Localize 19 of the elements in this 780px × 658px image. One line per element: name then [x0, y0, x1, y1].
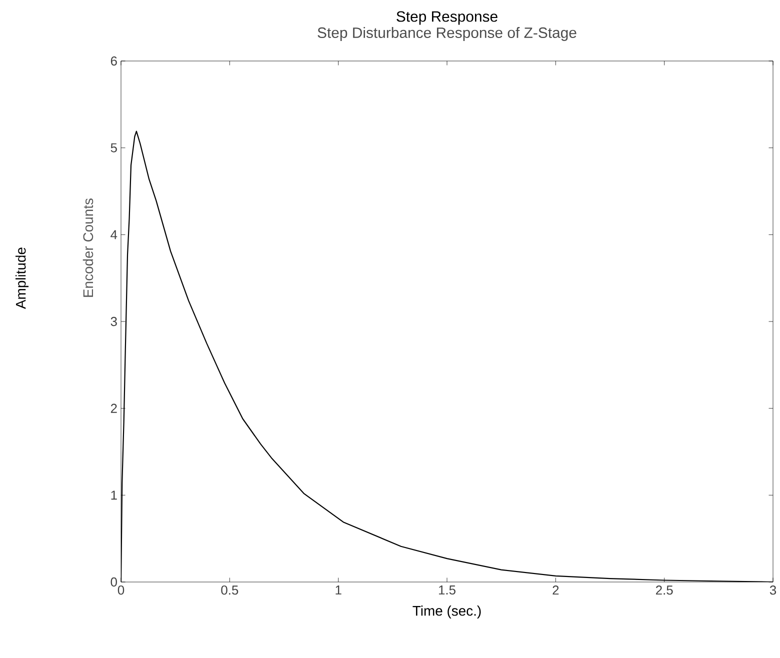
- x-axis-title: Time (sec.): [412, 606, 481, 619]
- y-axis-title: Encoder Counts: [82, 198, 94, 297]
- x-tick-label: 0: [118, 586, 124, 595]
- x-tick-label: 1: [336, 586, 342, 594]
- x-tick-label: 1.5: [438, 586, 456, 595]
- chart-title: Step Response: [396, 11, 498, 25]
- y-tick-label: 2: [110, 404, 117, 413]
- text: Amplitude: [15, 248, 28, 309]
- y-tick-label: 0: [110, 577, 117, 587]
- x-tick-label: 2.5: [656, 586, 673, 595]
- chart-subtitle: Step Disturbance Response of Z-Stage: [318, 27, 576, 41]
- x-tick-label: 3: [770, 586, 776, 595]
- y-tick-label: 5: [110, 143, 117, 152]
- y-tick-label: 3: [110, 316, 117, 326]
- x-tick-label: 2: [552, 586, 559, 595]
- y-tick-label: 4: [110, 230, 118, 240]
- y-tick-label: 1: [111, 490, 117, 500]
- y-tick-label: 6: [110, 56, 117, 66]
- x-tick-label: 0.5: [221, 586, 238, 595]
